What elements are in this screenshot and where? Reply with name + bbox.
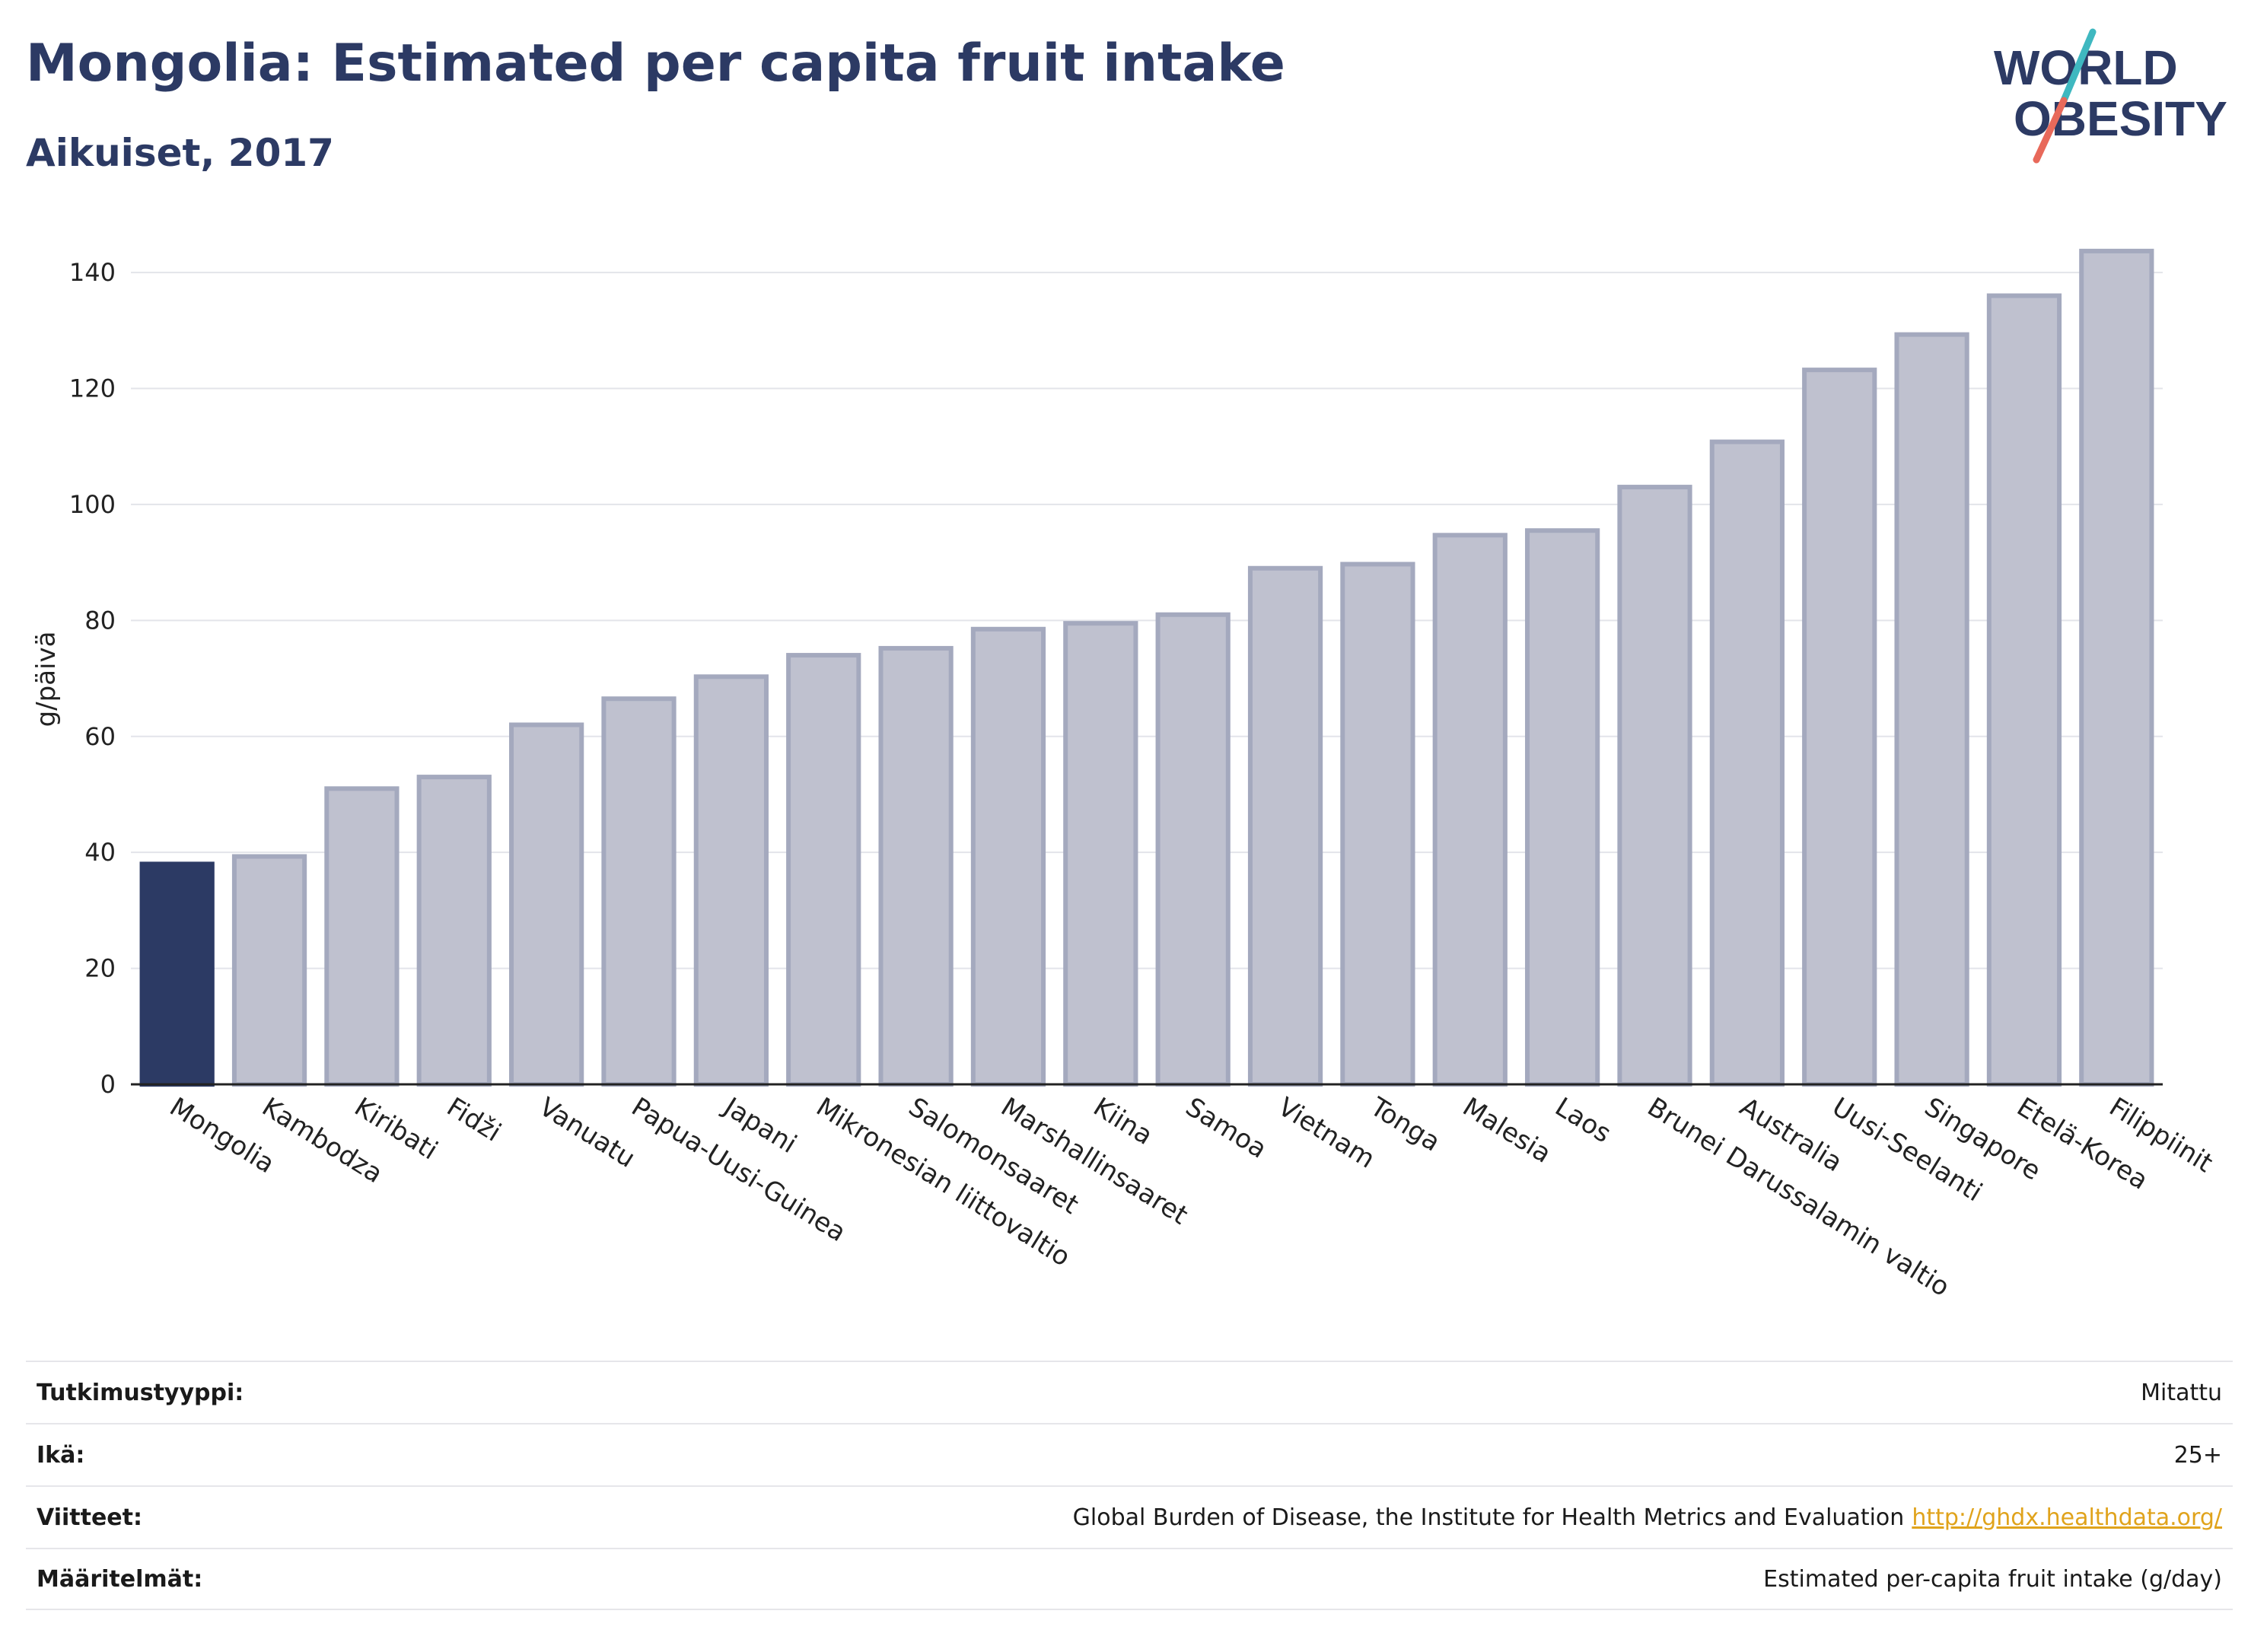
bar-chart: 020406080100120140g/päiväMongoliaKambodz… [31, 248, 2218, 1303]
info-row-references: Viitteet: Global Burden of Disease, the … [26, 1485, 2233, 1548]
x-tick-label: Fidži [441, 1092, 506, 1148]
bar [1986, 293, 2062, 1087]
y-tick-label: 80 [84, 606, 116, 635]
bar [1617, 485, 1692, 1087]
reference-link[interactable]: http://ghdx.healthdata.org/ [1912, 1504, 2222, 1531]
y-tick-label: 120 [69, 374, 116, 403]
bar [1525, 528, 1600, 1087]
bar [416, 775, 492, 1087]
bar [1802, 368, 1877, 1087]
x-tick-label: Kiina [1088, 1092, 1158, 1151]
y-tick-label: 140 [69, 258, 116, 287]
info-label: Määritelmät: [37, 1565, 203, 1593]
x-tick-label: Laos [1549, 1092, 1616, 1149]
info-row-study-type: Tutkimustyyppi: Mitattu [26, 1361, 2233, 1423]
bar [878, 645, 954, 1087]
logo-slash-teal [2060, 28, 2097, 104]
y-tick-label: 100 [69, 490, 116, 519]
y-tick-label: 0 [100, 1070, 116, 1099]
bar [324, 786, 400, 1087]
reference-text: Global Burden of Disease, the Institute … [1072, 1504, 1905, 1531]
y-tick-label: 60 [84, 722, 116, 751]
info-label: Ikä: [37, 1441, 85, 1469]
x-tick-label: Malesia [1457, 1092, 1556, 1170]
info-label: Tutkimustyyppi: [37, 1379, 244, 1406]
info-value: Estimated per-capita fruit intake (g/day… [1763, 1565, 2222, 1593]
info-label: Viitteet: [37, 1504, 142, 1531]
bar [1063, 621, 1138, 1087]
x-tick-label: Mongolia [164, 1092, 280, 1179]
bar [1709, 439, 1785, 1087]
info-value: Mitattu [2141, 1379, 2222, 1406]
x-tick-label: Vanuatu [533, 1092, 640, 1174]
logo-slash-red [2033, 97, 2068, 164]
y-axis-label: g/päivä [31, 632, 62, 727]
world-obesity-logo: WORLD OBESITY [1994, 28, 2227, 164]
x-tick-label: Vietnam [1272, 1092, 1380, 1175]
bar [1155, 612, 1231, 1087]
x-tick-label: Samoa [1180, 1092, 1272, 1165]
chart-subtitle: Aikuiset, 2017 [26, 131, 334, 175]
info-row-age: Ikä: 25+ [26, 1423, 2233, 1485]
y-tick-label: 40 [84, 838, 116, 867]
bar [231, 854, 307, 1087]
chart-title: Mongolia: Estimated per capita fruit int… [26, 33, 1285, 94]
bar [509, 722, 584, 1087]
bar [786, 653, 861, 1087]
bar [139, 861, 215, 1087]
y-tick-label: 20 [84, 954, 116, 983]
info-table: Tutkimustyyppi: Mitattu Ikä: 25+ Viittee… [26, 1361, 2233, 1610]
bar [970, 626, 1046, 1087]
info-row-definitions: Määritelmät: Estimated per-capita fruit … [26, 1548, 2233, 1610]
bar [2079, 248, 2154, 1087]
bar [1247, 565, 1323, 1087]
info-value: 25+ [2173, 1441, 2222, 1469]
bar [601, 696, 677, 1087]
bar [693, 674, 769, 1087]
bar [1432, 533, 1508, 1087]
info-value-references: Global Burden of Disease, the Institute … [1073, 1504, 2222, 1531]
bar [1894, 332, 1969, 1087]
bar [1340, 562, 1415, 1087]
